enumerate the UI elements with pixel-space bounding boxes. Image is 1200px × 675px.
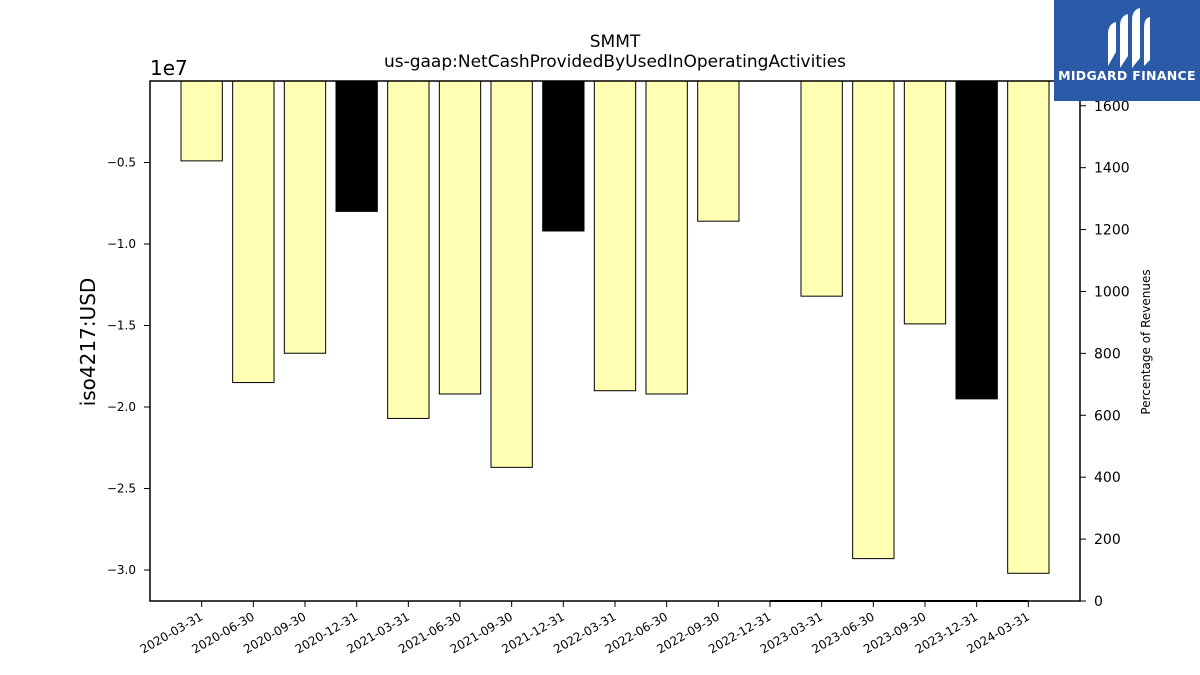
midgard-logo-icon [1108, 8, 1150, 68]
bar [283, 80, 327, 354]
brand-logo-text: MIDGARD FINANCE [1058, 68, 1196, 83]
chart-title: SMMT [589, 32, 641, 52]
brand-logo: MIDGARD FINANCE [1054, 0, 1200, 101]
bar [955, 80, 998, 400]
y-axis-label: iso4217:USD [76, 277, 100, 407]
y-tick-label: −1.0 [107, 237, 136, 251]
y2-tick-label: 200 [1094, 532, 1121, 548]
bar [645, 80, 688, 395]
y2-tick-label: 1400 [1094, 161, 1130, 177]
y-tick-label: −2.0 [107, 400, 136, 414]
y-tick-label: −3.0 [107, 563, 136, 577]
y-tick-label: −0.5 [107, 156, 136, 170]
y2-tick-label: 1600 [1094, 99, 1130, 115]
y-tick-label: −1.5 [107, 319, 136, 333]
bar [697, 80, 740, 222]
bar [490, 80, 533, 468]
chart-subtitle: us-gaap:NetCashProvidedByUsedInOperating… [383, 52, 847, 72]
y2-tick-label: 600 [1094, 408, 1121, 424]
bar [800, 80, 843, 297]
bar [542, 80, 585, 232]
bar [180, 80, 223, 162]
y2-tick-label: 1200 [1094, 223, 1130, 239]
bar [1007, 80, 1050, 574]
secondary-y-axis-label: Percentage of Revenues [1139, 269, 1153, 415]
y-tick-label: −2.5 [107, 482, 136, 496]
bar [852, 80, 895, 560]
bar [593, 80, 637, 392]
bar [387, 80, 430, 419]
y2-tick-label: 800 [1094, 346, 1121, 362]
bar [335, 80, 378, 212]
y-axis-offset-label: 1e7 [150, 56, 188, 80]
y2-tick-label: 400 [1094, 470, 1121, 486]
y2-tick-label: 0 [1094, 594, 1103, 610]
bar [438, 80, 482, 395]
bar [903, 80, 947, 325]
y2-tick-label: 1000 [1094, 284, 1130, 300]
bar [232, 80, 275, 384]
